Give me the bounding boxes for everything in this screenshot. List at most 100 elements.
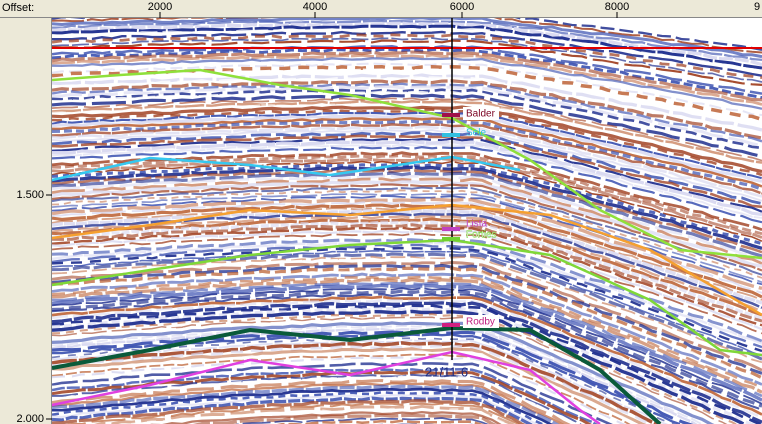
reflector [51,266,762,380]
reflector [51,226,762,327]
well-markers: Balder Sele Lista Forties Rodby [442,107,499,328]
reflector [51,309,748,424]
marker-tick [442,113,460,117]
reflector [51,168,762,254]
reflector [51,197,762,291]
reflector [51,384,560,424]
reflector [51,387,553,424]
reflector [51,113,762,183]
marker-tick [442,323,460,327]
reflector [51,137,762,213]
reflector [51,19,762,62]
reflector [51,57,762,110]
tick-label: 2.000 [16,413,44,424]
reflector [51,76,762,136]
horizon [51,68,762,260]
reflector [51,165,762,250]
horizon [51,350,601,424]
marker-tick [442,227,460,231]
reflector [51,171,762,258]
reflector [51,289,762,408]
reflector [51,321,715,424]
reflector [51,324,704,424]
reflector [51,186,762,276]
reflector [51,263,762,375]
reflector [51,252,762,361]
reflector [192,413,497,424]
reflector [51,301,762,424]
reflector [51,319,721,424]
tick-label: 8000 [605,1,629,13]
reflector [51,154,762,236]
reflector [51,350,639,424]
reflector [51,378,571,424]
reflector [51,68,762,125]
reflector [51,90,762,154]
horizon [51,155,521,182]
reflector [51,174,762,262]
reflector [51,183,762,272]
marker-label: Lista [466,219,488,230]
tick-label: 2000 [148,1,172,13]
left-ticks: 1.500 2.000 [16,189,52,424]
reflector [51,235,762,338]
marker-label: Balder [466,109,496,120]
tick-label: 4000 [303,1,327,13]
reflector [51,37,762,83]
reflector [51,73,762,132]
reflector [51,47,762,100]
marker-tick [442,237,460,241]
reflector [51,270,762,383]
reflector [51,88,762,150]
reflector [51,370,592,424]
reflector [51,281,762,398]
reflector [51,149,762,227]
marker-label: Rodby [466,317,495,328]
reflector [51,232,762,335]
reflector [51,215,762,313]
reflector [51,39,762,86]
marker-label: Forties [466,230,497,241]
reflector [51,102,762,169]
reflector [51,201,762,294]
reflector [51,27,762,74]
reflector [51,316,728,424]
reflector [51,255,762,364]
reflector [51,177,762,265]
reflector [51,293,762,411]
reflector [51,125,762,198]
reflector [51,50,762,102]
reflector [51,393,539,424]
reflector [51,162,762,246]
reflector [51,131,762,205]
reflector [51,85,762,148]
reflector [51,261,762,372]
horizon [51,203,762,317]
marker-label: Sele [466,128,486,139]
reflector [51,71,762,127]
reflector [51,287,762,405]
reflector [51,119,762,191]
reflector [51,134,762,209]
tick-label: 9 [754,1,760,13]
reflector [51,243,762,349]
reflector [51,79,762,140]
reflector [51,203,762,299]
reflector [51,143,762,219]
reflector [51,313,738,424]
reflector [51,246,762,353]
reflector [51,272,762,386]
well-name: 21/11-6 [425,364,468,379]
reflector [52,139,762,217]
reflector [51,220,762,321]
seismic-texture [51,10,762,424]
horizon [51,325,662,424]
reflector [51,97,762,162]
reflector [51,99,762,164]
tick-label: 6000 [450,1,474,13]
reflector [51,62,762,116]
reflector [124,407,509,424]
reflector [51,15,762,59]
reflector [51,116,762,188]
reflector [51,128,762,202]
